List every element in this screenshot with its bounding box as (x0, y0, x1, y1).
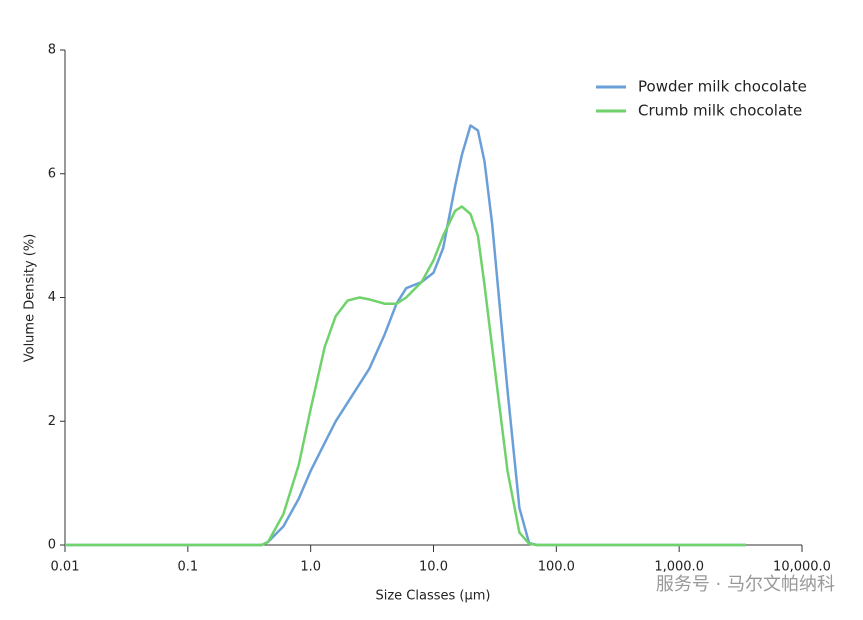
series-line (65, 205, 746, 547)
watermark: 服务号 · 马尔文帕纳科 (656, 574, 835, 595)
x-tick-label: 0.01 (51, 560, 80, 575)
y-tick-label: 8 (48, 43, 56, 58)
x-axis-label: Size Classes (µm) (375, 589, 490, 604)
x-tick-label: 10.0 (419, 560, 448, 575)
x-tick-label: 1.0 (300, 560, 321, 575)
x-tick-label: 0.1 (177, 560, 198, 575)
series-line (65, 124, 746, 547)
y-tick-label: 2 (48, 414, 56, 429)
y-tick-label: 0 (48, 538, 56, 553)
x-tick-label: 100.0 (538, 560, 575, 575)
x-tick-label: 1,000.0 (654, 560, 704, 575)
y-axis-label: Volume Density (%) (23, 234, 38, 363)
x-tick-label: 10,000.0 (773, 560, 831, 575)
legend-label: Powder milk chocolate (638, 78, 807, 96)
y-tick-label: 6 (48, 166, 56, 181)
legend-label: Crumb milk chocolate (638, 102, 802, 120)
y-tick-label: 4 (48, 290, 56, 305)
